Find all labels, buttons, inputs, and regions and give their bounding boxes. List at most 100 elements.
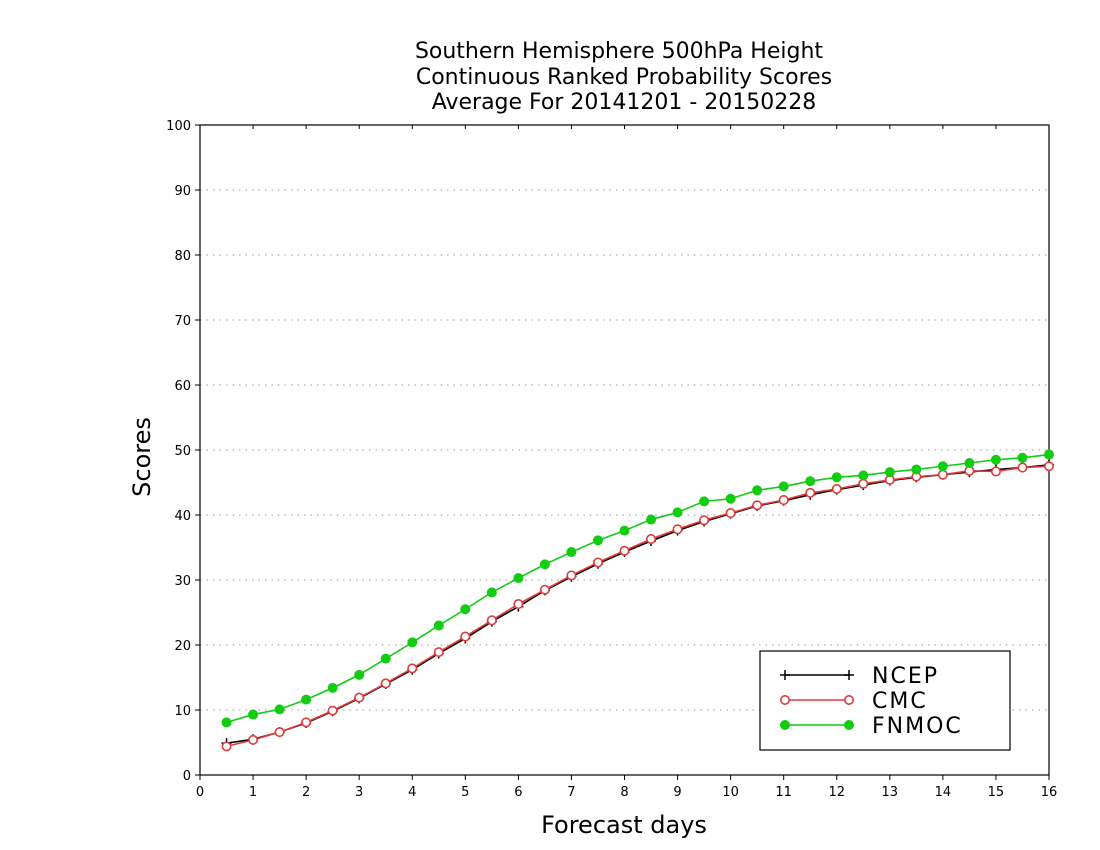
x-tick-label: 2	[302, 785, 310, 800]
legend-marker	[780, 670, 790, 680]
x-tick-label: 16	[1041, 785, 1058, 800]
data-point-fnmoc	[221, 717, 232, 728]
data-point-fnmoc	[699, 496, 710, 507]
x-tick-label: 14	[935, 785, 952, 800]
data-point-cmc	[831, 483, 842, 494]
data-point-fnmoc	[964, 458, 975, 468]
data-point-fnmoc	[433, 620, 444, 631]
data-point-fnmoc	[566, 547, 577, 558]
x-tick-label: 9	[673, 785, 681, 800]
series-layer	[221, 449, 1055, 752]
y-axis: 0 10 20 30 40 50 60 70 80 90 100	[166, 119, 200, 784]
legend-entry-cmc: CMC	[779, 689, 928, 714]
data-point-cmc	[778, 495, 789, 506]
y-tick-label: 30	[174, 574, 191, 589]
data-point-cmc	[619, 545, 630, 556]
data-point-cmc	[301, 717, 312, 728]
x-tick-label: 1	[249, 785, 257, 800]
x-tick-label: 15	[988, 785, 1005, 800]
x-tick-label: 5	[461, 785, 469, 800]
data-point-fnmoc	[619, 525, 630, 536]
data-point-cmc	[990, 466, 1001, 477]
legend-label-cmc: CMC	[872, 689, 928, 714]
x-tick-label: 7	[567, 785, 575, 800]
data-point-fnmoc	[380, 653, 391, 664]
data-point-cmc	[646, 534, 657, 545]
y-tick-label: 80	[174, 249, 191, 264]
data-point-fnmoc	[911, 464, 922, 475]
data-point-fnmoc	[327, 682, 338, 693]
data-point-cmc	[460, 631, 471, 642]
data-point-cmc	[433, 647, 444, 658]
data-point-cmc	[1017, 462, 1028, 473]
data-point-fnmoc	[725, 493, 736, 504]
data-point-cmc	[407, 663, 418, 674]
legend-marker	[780, 720, 790, 730]
data-point-cmc	[327, 705, 338, 716]
data-point-fnmoc	[301, 694, 312, 705]
data-point-fnmoc	[646, 514, 657, 525]
data-point-cmc	[858, 478, 869, 489]
y-tick-label: 10	[174, 704, 191, 719]
data-point-fnmoc	[539, 559, 550, 570]
data-point-cmc	[805, 487, 816, 498]
x-axis-title: Forecast days	[541, 811, 707, 839]
data-point-fnmoc	[884, 467, 895, 478]
data-point-fnmoc	[805, 476, 816, 487]
data-point-fnmoc	[274, 704, 285, 715]
x-tick-label: 13	[882, 785, 899, 800]
grid	[200, 189, 1049, 711]
y-tick-label: 20	[174, 639, 191, 654]
data-point-fnmoc	[778, 481, 789, 492]
data-point-cmc	[539, 584, 550, 595]
y-tick-label: 70	[174, 314, 191, 329]
data-point-cmc	[486, 615, 497, 626]
data-point-cmc	[248, 734, 259, 745]
legend-marker	[844, 720, 854, 730]
data-point-cmc	[1044, 461, 1055, 472]
data-point-cmc	[699, 515, 710, 526]
x-tick-label: 4	[408, 785, 416, 800]
data-point-fnmoc	[937, 461, 948, 472]
y-tick-label: 90	[174, 184, 191, 199]
data-point-fnmoc	[672, 507, 683, 518]
legend-marker	[843, 694, 854, 705]
series-cmc	[221, 461, 1055, 752]
data-point-fnmoc	[486, 587, 497, 598]
data-point-cmc	[672, 524, 683, 535]
data-point-fnmoc	[831, 472, 842, 483]
x-tick-label: 0	[196, 785, 204, 800]
legend-marker	[844, 670, 854, 680]
y-tick-label: 0	[183, 769, 191, 784]
y-tick-label: 60	[174, 379, 191, 394]
data-point-fnmoc	[1017, 452, 1028, 463]
data-point-fnmoc	[354, 669, 365, 680]
data-point-cmc	[937, 469, 948, 480]
data-point-fnmoc	[752, 485, 763, 496]
x-tick-label: 10	[722, 785, 739, 800]
data-point-fnmoc	[592, 535, 603, 546]
legend-label-ncep: NCEP	[872, 664, 939, 689]
legend-entry-fnmoc: FNMOC	[780, 714, 961, 739]
data-point-fnmoc	[248, 709, 259, 720]
x-tick-label: 12	[828, 785, 845, 800]
y-tick-label: 40	[174, 509, 191, 524]
data-point-fnmoc	[460, 604, 471, 615]
y-tick-label: 100	[166, 119, 191, 134]
data-point-cmc	[274, 727, 285, 738]
data-point-cmc	[725, 508, 736, 519]
data-point-cmc	[513, 599, 524, 610]
data-point-cmc	[221, 741, 232, 752]
y-tick-label: 50	[174, 444, 191, 459]
x-axis: 0 1 2 3 4 5 6 7 8 9 10 11 12 13 14 15 16	[196, 125, 1057, 800]
x-tick-label: 3	[355, 785, 363, 800]
x-tick-label: 11	[775, 785, 792, 800]
data-point-fnmoc	[513, 573, 524, 584]
data-point-cmc	[354, 692, 365, 703]
data-point-cmc	[380, 678, 391, 689]
chart-title-line-1: Southern Hemisphere 500hPa Height	[415, 39, 823, 64]
data-point-fnmoc	[407, 637, 418, 648]
y-axis-title: Scores	[128, 417, 156, 497]
